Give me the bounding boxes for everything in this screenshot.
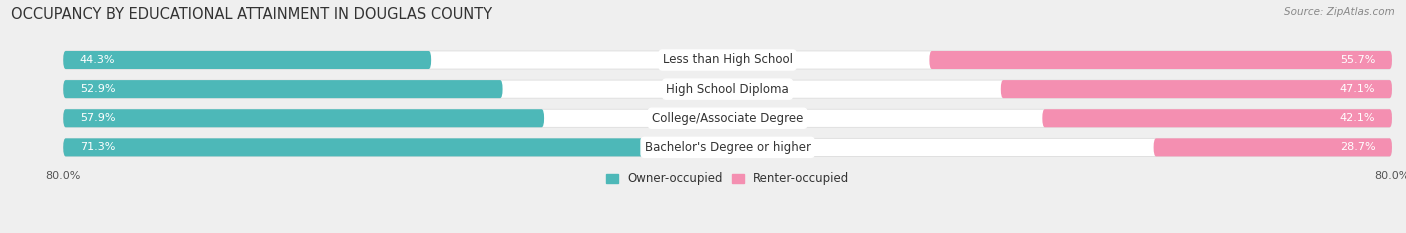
Text: 52.9%: 52.9% — [80, 84, 115, 94]
FancyBboxPatch shape — [929, 51, 1392, 69]
FancyBboxPatch shape — [1001, 80, 1392, 98]
Text: College/Associate Degree: College/Associate Degree — [652, 112, 803, 125]
Text: Bachelor's Degree or higher: Bachelor's Degree or higher — [644, 141, 811, 154]
FancyBboxPatch shape — [63, 51, 1392, 69]
Text: 28.7%: 28.7% — [1340, 142, 1375, 152]
Text: High School Diploma: High School Diploma — [666, 83, 789, 96]
FancyBboxPatch shape — [1042, 109, 1392, 127]
Text: OCCUPANCY BY EDUCATIONAL ATTAINMENT IN DOUGLAS COUNTY: OCCUPANCY BY EDUCATIONAL ATTAINMENT IN D… — [11, 7, 492, 22]
FancyBboxPatch shape — [63, 138, 655, 156]
FancyBboxPatch shape — [63, 138, 1392, 156]
FancyBboxPatch shape — [63, 80, 502, 98]
Text: 57.9%: 57.9% — [80, 113, 115, 123]
Text: 44.3%: 44.3% — [80, 55, 115, 65]
FancyBboxPatch shape — [63, 80, 1392, 98]
FancyBboxPatch shape — [63, 109, 544, 127]
Text: Source: ZipAtlas.com: Source: ZipAtlas.com — [1284, 7, 1395, 17]
Text: 71.3%: 71.3% — [80, 142, 115, 152]
Text: 55.7%: 55.7% — [1340, 55, 1375, 65]
Text: 47.1%: 47.1% — [1340, 84, 1375, 94]
FancyBboxPatch shape — [63, 109, 1392, 127]
FancyBboxPatch shape — [1153, 138, 1392, 156]
Text: 42.1%: 42.1% — [1340, 113, 1375, 123]
Legend: Owner-occupied, Renter-occupied: Owner-occupied, Renter-occupied — [600, 168, 855, 190]
FancyBboxPatch shape — [63, 51, 432, 69]
Text: Less than High School: Less than High School — [662, 54, 793, 66]
